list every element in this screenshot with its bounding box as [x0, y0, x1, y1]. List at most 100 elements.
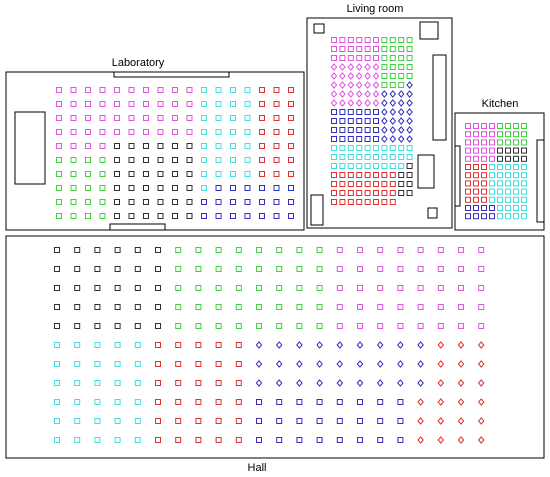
seat-marker	[99, 185, 106, 191]
seat-marker	[336, 285, 343, 291]
seat-marker	[143, 213, 149, 219]
seat-marker	[235, 304, 242, 310]
seat-marker	[497, 164, 503, 170]
seat-marker	[417, 266, 424, 272]
seat-marker	[339, 81, 346, 89]
seat-marker	[347, 63, 355, 71]
seat-marker	[54, 380, 60, 386]
seat-marker	[473, 147, 479, 154]
seat-marker	[389, 199, 396, 205]
seat-marker	[128, 171, 135, 177]
seat-marker	[397, 399, 404, 405]
seat-marker	[489, 205, 495, 211]
seat-marker	[417, 360, 424, 368]
seat-marker	[356, 154, 363, 160]
seat-marker	[201, 101, 207, 107]
seat-marker	[521, 131, 527, 138]
seat-marker	[155, 418, 161, 424]
seat-marker	[497, 188, 503, 195]
seat-marker	[465, 213, 471, 220]
seat-marker	[473, 172, 479, 179]
seat-marker	[437, 304, 444, 310]
seat-marker	[155, 380, 161, 386]
seat-marker	[397, 360, 404, 368]
seat-marker	[497, 205, 503, 211]
seat-marker	[406, 135, 413, 143]
seat-marker	[489, 172, 495, 179]
seat-marker	[316, 341, 323, 349]
seat-marker	[389, 190, 396, 196]
seat-marker	[235, 342, 242, 348]
seat-marker	[437, 266, 444, 272]
seat-marker	[457, 360, 465, 368]
seat-marker	[175, 323, 182, 329]
kitchen-cupboard	[536, 139, 545, 223]
seat-marker	[215, 304, 222, 310]
seat-marker	[273, 171, 280, 177]
seat-marker	[74, 323, 81, 329]
living-room-corner-cabinet	[419, 21, 439, 40]
seat-marker	[347, 181, 354, 187]
seat-marker	[398, 163, 405, 169]
seat-marker	[489, 147, 495, 154]
seat-marker	[381, 190, 388, 196]
seat-marker	[521, 123, 527, 129]
seat-marker	[259, 87, 265, 93]
seat-marker	[134, 342, 141, 348]
seat-marker	[114, 199, 120, 205]
seat-marker	[128, 213, 135, 219]
seat-marker	[417, 417, 424, 425]
seat-marker	[521, 188, 527, 195]
seat-marker	[215, 323, 222, 329]
seat-marker	[347, 37, 354, 43]
room-living-room: Living room	[306, 3, 453, 229]
seat-marker	[381, 90, 388, 98]
seat-marker	[377, 247, 384, 253]
seat-marker	[296, 437, 303, 443]
seat-marker	[521, 147, 527, 154]
seat-marker	[381, 172, 388, 178]
seat-marker	[215, 380, 222, 386]
seat-marker	[336, 360, 344, 368]
seat-marker	[356, 55, 363, 61]
seat-marker	[143, 199, 149, 205]
seat-marker	[357, 323, 363, 329]
seat-marker	[406, 90, 413, 98]
seat-marker	[336, 341, 344, 349]
seat-marker	[316, 266, 323, 272]
seat-marker	[215, 361, 222, 367]
seat-marker	[397, 99, 405, 107]
seat-marker	[94, 399, 101, 405]
seat-marker	[114, 115, 120, 121]
seat-marker	[155, 266, 161, 272]
seat-marker	[331, 127, 337, 133]
seat-marker	[155, 247, 161, 253]
seat-marker	[336, 399, 343, 405]
seat-marker	[389, 37, 396, 43]
seat-marker	[389, 46, 396, 52]
seat-marker	[134, 323, 141, 329]
laboratory-wall	[5, 71, 305, 231]
seat-marker	[417, 247, 424, 253]
seat-marker	[397, 135, 405, 143]
seat-marker	[155, 361, 161, 367]
seat-marker	[230, 129, 236, 135]
seat-marker	[437, 379, 445, 387]
seat-marker	[347, 163, 354, 169]
seat-marker	[355, 90, 363, 98]
seat-marker	[85, 101, 91, 107]
seat-marker	[372, 81, 380, 89]
seat-marker	[114, 380, 121, 386]
laboratory-side-table	[14, 111, 46, 185]
seat-marker	[355, 81, 363, 89]
seat-marker	[373, 181, 379, 187]
seat-marker	[398, 154, 405, 160]
seat-marker	[157, 87, 164, 93]
seat-marker	[259, 199, 265, 205]
seat-marker	[296, 247, 303, 253]
seat-marker	[477, 341, 485, 349]
seat-marker	[195, 437, 202, 443]
seat-marker	[288, 213, 294, 219]
living-room-desk	[417, 154, 435, 189]
seat-marker	[398, 37, 405, 43]
